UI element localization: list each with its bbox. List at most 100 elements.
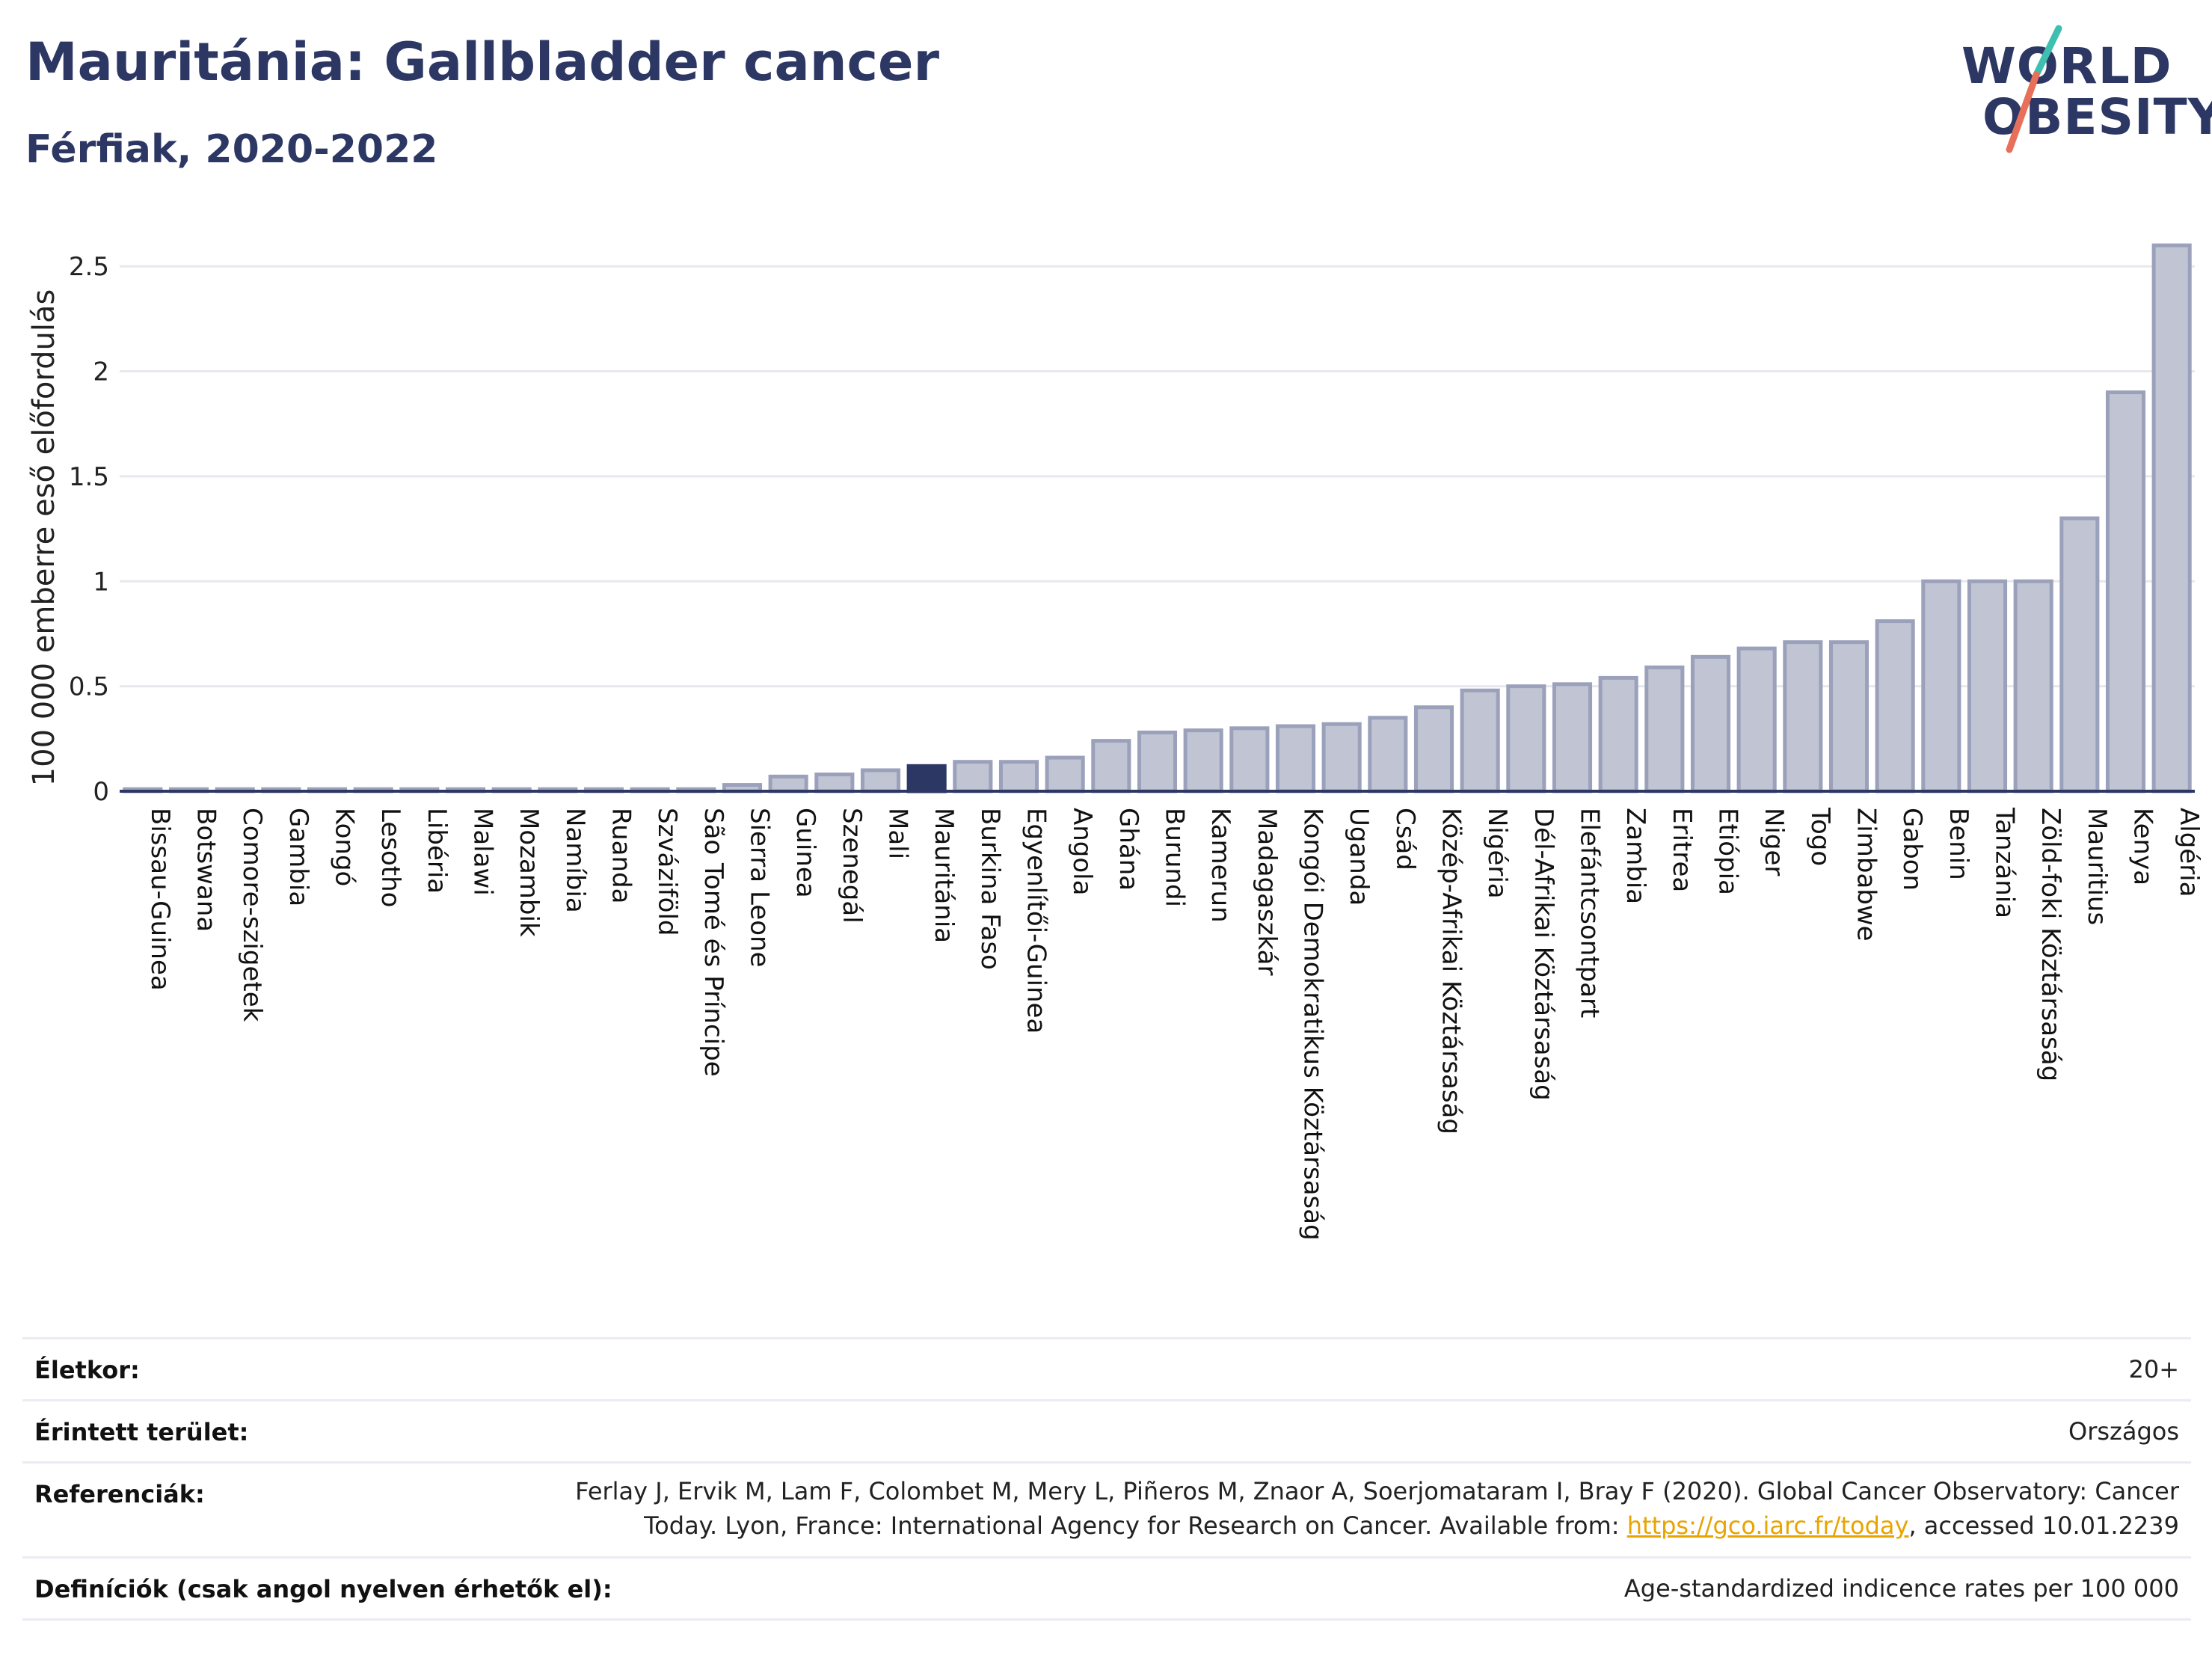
category-label: Burkina Faso [975,808,1005,970]
category-label: Namíbia [560,808,590,913]
category-label: Etiópia [1713,808,1743,895]
category-label: Kongói Demokratikus Köztársaság [1298,808,1328,1241]
bar-28[interactable] [1413,705,1454,793]
bar-23[interactable] [1183,728,1223,793]
chart-subtitle: Férfiak, 2020-2022 [25,127,438,172]
bar-18[interactable] [953,760,993,793]
bar-37[interactable] [1828,640,1870,793]
category-label: Gabon [1897,808,1927,891]
bar-39[interactable] [1921,579,1961,793]
category-label: Tanzánia [1990,807,2020,918]
reference-line-2: Today. Lyon, France: International Agenc… [575,1508,2179,1543]
category-label: Togo [1805,807,1835,866]
bar-30[interactable] [1506,684,1546,793]
category-label: Mauritánia [929,808,959,943]
bars [123,243,2192,793]
category-label: Zöld-foki Köztársaság [2036,808,2065,1081]
bar-17[interactable] [906,764,947,793]
bar-34[interactable] [1690,654,1731,793]
reference-link[interactable]: https://gco.iarc.fr/today [1626,1511,1909,1540]
bar-16[interactable] [860,768,901,793]
category-label: Guinea [790,808,820,898]
info-table: Életkor: 20+ Érintett terület: Országos … [22,1337,2191,1621]
logo-slash-icon [2006,25,2062,153]
category-label: Lesotho [375,808,405,907]
bar-15[interactable] [814,773,855,793]
category-label: Kamerun [1205,808,1235,923]
bar-26[interactable] [1321,722,1362,793]
category-label: Elefántcsontpart [1575,808,1605,1018]
logo-text-world: WORLD [1961,37,2172,95]
bar-14[interactable] [768,774,808,793]
category-label: Algéria [2174,808,2204,897]
category-label: Mozambik [514,808,544,937]
category-label: Sierra Leone [745,808,775,967]
category-label: Zambia [1620,808,1650,904]
category-label: Libéria [422,808,452,894]
info-key-age: Életkor: [34,1356,140,1384]
category-label: Mali [883,808,913,859]
category-label: Nigéria [1482,808,1512,899]
category-label: Eritrea [1667,808,1697,892]
category-label: Közép-Afrikai Köztársaság [1437,808,1466,1134]
info-row-area: Érintett terület: Országos [22,1401,2191,1464]
bar-19[interactable] [998,760,1039,793]
y-tick-labels: 0 0.5 1 1.5 2 2.5 [69,252,109,807]
bar-40[interactable] [1967,579,2008,793]
category-label: Kongó [330,808,360,886]
bar-35[interactable] [1736,646,1777,793]
info-row-age: Életkor: 20+ [22,1339,2191,1401]
reference-line-1: Ferlay J, Ervik M, Lam F, Colombet M, Me… [575,1477,2179,1505]
bar-43[interactable] [2105,390,2146,793]
y-tick-label: 1.5 [69,462,109,492]
bar-21[interactable] [1091,739,1131,793]
bar-24[interactable] [1229,726,1270,793]
grid-lines [120,265,2195,688]
info-row-references: Referenciák: Ferlay J, Ervik M, Lam F, C… [22,1464,2191,1559]
category-label: Zimbabwe [1852,808,1881,942]
bar-27[interactable] [1368,716,1408,793]
info-value-area: Országos [2068,1417,2179,1446]
category-label: Botswana [191,808,221,932]
bar-44[interactable] [2151,243,2192,793]
bar-36[interactable] [1783,640,1823,793]
bar-41[interactable] [2013,579,2053,793]
category-label: Madagaszkár [1252,808,1282,975]
reference-text: Today. Lyon, France: International Agenc… [644,1511,1627,1540]
chart-title: Mauritánia: Gallbladder cancer [25,31,940,93]
info-value-definitions: Age-standardized indicence rates per 100… [1623,1574,2179,1603]
info-value-age: 20+ [2128,1355,2179,1384]
category-label: Mauritius [2082,808,2112,925]
bar-32[interactable] [1598,675,1638,793]
bar-chart: 0 0.5 1 1.5 2 2.5 Bissau-Guinea Botswana Comore… [27,243,2204,1241]
bar-33[interactable] [1644,665,1685,793]
y-tick-label: 2 [93,357,109,387]
category-label: Szváziföld [652,808,682,936]
category-label: São Tomé és Príncipe [698,808,728,1077]
category-label: Csád [1390,808,1420,871]
reference-accessed: , accessed 10.01.2239 [1908,1511,2179,1540]
category-label: Ghána [1113,808,1143,891]
y-tick-label: 2.5 [69,252,109,282]
bar-22[interactable] [1137,730,1178,793]
bar-25[interactable] [1275,724,1316,793]
bar-29[interactable] [1460,688,1500,793]
category-label: Dél-Afrikai Köztársaság [1529,808,1558,1101]
bar-38[interactable] [1875,619,1915,793]
category-label: Ruanda [606,808,636,903]
category-label: Szenegál [837,808,867,924]
bar-31[interactable] [1552,682,1593,793]
bar-20[interactable] [1045,755,1085,793]
category-label: Gambia [283,808,313,906]
bar-42[interactable] [2059,516,2100,793]
y-tick-label: 0.5 [69,672,109,702]
category-label: Uganda [1344,808,1374,906]
info-key-definitions: Definíciók (csak angol nyelven érhetők e… [34,1575,612,1603]
category-label: Bissau-Guinea [145,808,175,991]
category-label: Egyenlítői-Guinea [1021,808,1051,1034]
category-label: Burundi [1160,808,1190,907]
y-tick-label: 1 [93,567,109,597]
category-label: Benin [1944,808,1973,880]
world-obesity-logo[interactable]: WORLD OBESITY [1948,22,2212,157]
y-tick-label: 0 [93,777,109,807]
